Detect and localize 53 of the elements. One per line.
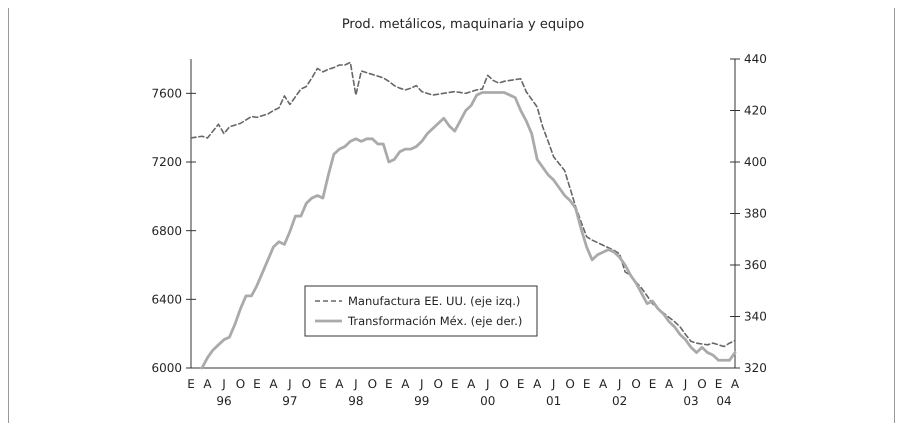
x-tick-label: A: [203, 377, 212, 391]
y-tick-label: 6000: [151, 361, 182, 376]
y-tick-label: 6800: [151, 224, 182, 238]
y2-tick-label: 360: [744, 258, 767, 272]
x-tick-label: 03: [683, 394, 699, 408]
x-tick-label: A: [730, 377, 740, 391]
x-tick-label: O: [631, 377, 641, 391]
x-tick-label: O: [302, 377, 312, 391]
x-tick-label: J 98: [348, 377, 364, 408]
line-series: [190, 62, 736, 348]
x-tick-label: A: [401, 377, 410, 391]
y2-tick-label: 320: [744, 361, 767, 376]
legend-label: Transformación Méx. (eje der.): [347, 314, 522, 328]
x-tick-label: O: [697, 377, 707, 391]
x-tick-label: O: [368, 377, 378, 391]
x-tick-label: E: [253, 377, 261, 391]
x-tick-label: A: [467, 377, 476, 391]
line-series: [200, 91, 736, 370]
x-tick-label: A: [664, 377, 674, 391]
x-tick-label: E: [648, 377, 656, 391]
x-tick-label: E: [319, 377, 327, 391]
y-tick-label: 6400: [151, 292, 182, 307]
y2-tick-label: 340: [744, 310, 767, 324]
y2-tick-label: 420: [744, 104, 767, 118]
x-tick-label: J 97: [282, 377, 298, 408]
x-tick-label: A: [533, 377, 542, 391]
x-tick-label: O: [434, 377, 443, 391]
x-tick-label: J 02: [612, 377, 628, 408]
x-tick-label: E: [516, 377, 524, 391]
x-tick-label: E: [714, 377, 722, 391]
x-tick-label: A: [599, 377, 608, 391]
x-tick-label: E: [187, 377, 195, 391]
x-tick-label: E: [385, 377, 393, 391]
x-tick-label: O: [499, 377, 509, 391]
x-tick-label: J 01: [546, 377, 562, 408]
y2-tick-label: 440: [744, 52, 767, 66]
x-tick-label: J: [682, 377, 688, 391]
x-tick-label: 04: [716, 394, 732, 408]
y-tick-label: 7200: [151, 155, 182, 170]
x-tick-label: A: [335, 377, 344, 391]
x-tick-label: J 00: [480, 377, 496, 408]
x-tick-label: A: [269, 377, 278, 391]
x-tick-label: E: [450, 377, 459, 391]
legend-label: Manufactura EE. UU. (eje izq.): [348, 294, 520, 308]
x-tick-label: O: [236, 377, 246, 391]
x-tick-label: J 99: [414, 377, 430, 408]
chart-title: Prod. metálicos, maquinaria y equipo: [342, 17, 584, 32]
x-tick-label: O: [565, 377, 575, 391]
x-tick-label: E: [582, 377, 590, 391]
y2-tick-label: 380: [744, 206, 767, 221]
y-tick-label: 7600: [151, 86, 182, 101]
x-tick-label: J 96: [216, 377, 232, 408]
y2-tick-label: 400: [744, 155, 767, 170]
